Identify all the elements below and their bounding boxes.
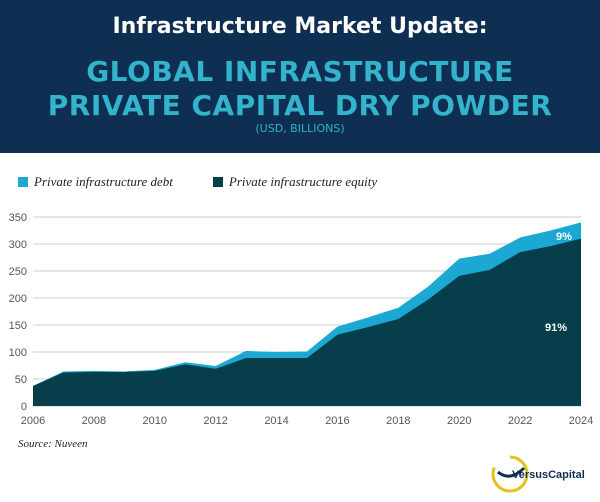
- y-tick-label: 0: [21, 401, 27, 413]
- x-tick-label: 2024: [569, 415, 593, 427]
- x-tick-label: 2020: [447, 415, 471, 427]
- x-tick-label: 2014: [264, 415, 288, 427]
- area-chart: 0 50 100 150 200 250 300 350 2006 2008 2010 2012 201…: [9, 212, 594, 427]
- legend-label-equity: Private infrastructure equity: [228, 174, 378, 189]
- svg-text:VersusCapital: VersusCapital: [512, 469, 585, 481]
- legend-item-debt: Private infrastructure debt: [18, 174, 173, 190]
- legend-swatch-equity: [212, 177, 223, 187]
- versuscapital-logo: VersusCapital: [491, 455, 585, 493]
- x-tick-label: 2008: [82, 415, 106, 427]
- legend: Private infrastructure debt Private infr…: [18, 174, 377, 190]
- y-tick-label: 300: [9, 239, 27, 251]
- legend-item-equity: Private infrastructure equity: [212, 174, 378, 190]
- y-tick-label: 100: [9, 347, 27, 359]
- equity-area: [33, 238, 581, 406]
- x-tick-label: 2018: [386, 415, 410, 427]
- y-tick-label: 150: [9, 320, 27, 332]
- chart-title-line2: PRIVATE CAPITAL DRY POWDER: [47, 89, 553, 122]
- units-subtitle: (USD, BILLIONS): [255, 122, 345, 135]
- x-tick-label: 2006: [21, 415, 45, 427]
- legend-label-debt: Private infrastructure debt: [34, 174, 173, 189]
- x-tick-label: 2016: [325, 415, 349, 427]
- equity-share-label: 91%: [545, 322, 567, 334]
- x-tick-label: 2010: [143, 415, 167, 427]
- x-tick-label: 2012: [203, 415, 227, 427]
- y-tick-label: 200: [9, 293, 27, 305]
- debt-share-label: 9%: [556, 231, 572, 243]
- kicker-title: Infrastructure Market Update:: [112, 14, 488, 39]
- source-note: Source: Nuveen: [18, 438, 88, 450]
- legend-swatch-debt: [18, 177, 28, 187]
- chart-title-line1: GLOBAL INFRASTRUCTURE: [86, 55, 514, 88]
- y-tick-label: 50: [15, 374, 27, 386]
- chart-title: GLOBAL INFRASTRUCTURE PRIVATE CAPITAL DR…: [0, 55, 600, 123]
- x-tick-label: 2022: [508, 415, 532, 427]
- y-tick-label: 350: [9, 212, 27, 224]
- y-tick-label: 250: [9, 266, 27, 278]
- header-banner: Infrastructure Market Update: GLOBAL INF…: [0, 0, 600, 153]
